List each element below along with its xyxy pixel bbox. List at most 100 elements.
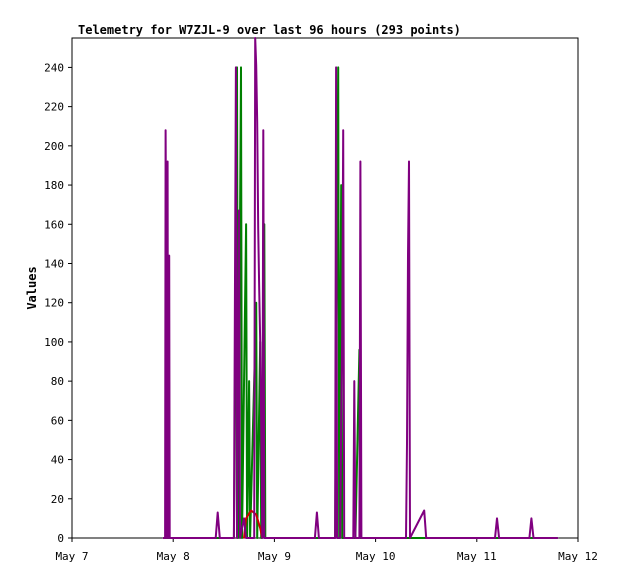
data-point (243, 537, 245, 539)
data-point (341, 333, 343, 335)
x-tick-label: May 8 (157, 550, 190, 563)
data-point (255, 64, 257, 67)
data-point (528, 537, 531, 539)
data-point (263, 537, 265, 539)
data-point (245, 517, 247, 520)
data-point (165, 129, 167, 131)
y-tick-label: 40 (51, 454, 64, 467)
data-point (239, 537, 241, 539)
x-tick-label: May 10 (356, 550, 396, 563)
data-point (236, 537, 238, 539)
data-point (358, 537, 360, 539)
y-tick-label: 140 (44, 257, 64, 270)
data-point (336, 537, 338, 539)
x-tick-label: May 7 (55, 550, 88, 563)
x-tick-label: May 9 (258, 550, 291, 563)
data-point (243, 517, 245, 520)
data-point (340, 419, 342, 421)
data-point (532, 537, 535, 539)
data-point (360, 537, 362, 539)
data-point (167, 537, 169, 539)
y-tick-label: 0 (57, 532, 64, 545)
plot-area-frame (71, 37, 579, 539)
data-point (245, 537, 247, 539)
data-point (340, 184, 342, 186)
data-point (342, 129, 344, 131)
data-point (260, 419, 262, 421)
y-tick-label: 80 (51, 375, 64, 388)
data-point (262, 129, 264, 131)
data-point (255, 302, 257, 304)
data-point (240, 66, 242, 68)
series-layer (162, 37, 559, 539)
data-point (259, 341, 261, 343)
data-point (219, 537, 221, 539)
x-tick-label: May 12 (558, 550, 598, 563)
data-point (354, 537, 356, 539)
y-tick-label: 200 (44, 140, 64, 153)
data-point (235, 66, 237, 68)
data-point (215, 537, 217, 539)
data-point (166, 537, 168, 539)
data-point (261, 537, 263, 539)
data-point (496, 517, 498, 520)
data-point (250, 509, 252, 512)
y-axis-label: Values (25, 266, 39, 309)
data-point (408, 160, 410, 163)
y-tick-label: 120 (44, 297, 64, 310)
data-point (162, 537, 164, 539)
data-point (168, 255, 170, 257)
data-point (164, 537, 166, 539)
data-point (409, 537, 411, 539)
data-point (316, 511, 318, 514)
data-point (498, 537, 500, 539)
data-point (318, 537, 320, 539)
x-axis: May 7 May 8 May 9 May 10 May 11 May 12 (55, 538, 598, 563)
data-point (258, 288, 260, 290)
data-point (335, 66, 337, 68)
y-tick-label: 100 (44, 336, 64, 349)
data-point (248, 380, 250, 382)
data-point (530, 517, 533, 520)
data-point (341, 537, 343, 539)
chart-title: Telemetry for W7ZJL-9 over last 96 hours… (78, 23, 461, 37)
data-point (352, 537, 354, 539)
y-tick-label: 20 (51, 493, 64, 506)
y-axis: 0 20 40 60 80 100 120 140 160 180 200 220 240 (44, 61, 72, 545)
data-point (217, 511, 219, 514)
data-point (245, 223, 247, 225)
data-point (557, 537, 559, 539)
y-tick-label: 180 (44, 179, 64, 192)
y-tick-label: 60 (51, 414, 64, 427)
y-tick-label: 220 (44, 101, 64, 114)
data-point (359, 160, 361, 163)
data-point (405, 537, 407, 539)
x-tick-label: May 11 (457, 550, 497, 563)
data-point (256, 121, 258, 123)
data-point (406, 443, 408, 445)
data-point (425, 537, 427, 539)
data-point (423, 509, 425, 512)
data-point (337, 66, 339, 68)
series-line (163, 66, 558, 539)
data-point (334, 537, 336, 539)
data-point (314, 537, 316, 539)
data-point (233, 537, 235, 539)
series-line (163, 37, 558, 539)
data-point (241, 537, 243, 539)
data-point (253, 537, 255, 539)
data-point (256, 537, 258, 539)
data-point (343, 537, 345, 539)
data-point (165, 233, 167, 235)
data-point (494, 537, 496, 539)
series-2 (162, 37, 559, 539)
data-point (254, 37, 256, 39)
data-point (255, 513, 257, 516)
data-point (257, 227, 259, 229)
data-point (353, 380, 355, 382)
data-point (339, 537, 341, 539)
y-tick-label: 240 (44, 61, 64, 74)
y-tick-label: 160 (44, 218, 64, 231)
data-point (167, 160, 169, 163)
